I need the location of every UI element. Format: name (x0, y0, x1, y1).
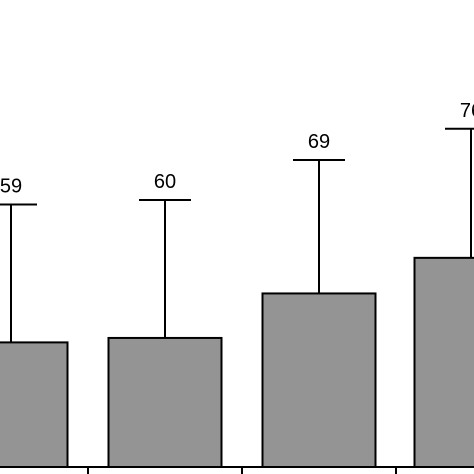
data-label-4: 76 (460, 100, 474, 122)
bar-4 (413, 256, 474, 468)
data-labels: 59 60 69 76 (0, 100, 474, 198)
x-axis (0, 466, 474, 474)
bar-3 (261, 292, 377, 469)
data-label-1: 59 (0, 175, 22, 197)
bar-2 (107, 336, 223, 469)
bar-1 (0, 341, 69, 468)
data-label-3: 69 (308, 131, 330, 153)
error-bars (0, 127, 474, 343)
data-label-2: 60 (154, 171, 176, 193)
bars (0, 256, 474, 469)
